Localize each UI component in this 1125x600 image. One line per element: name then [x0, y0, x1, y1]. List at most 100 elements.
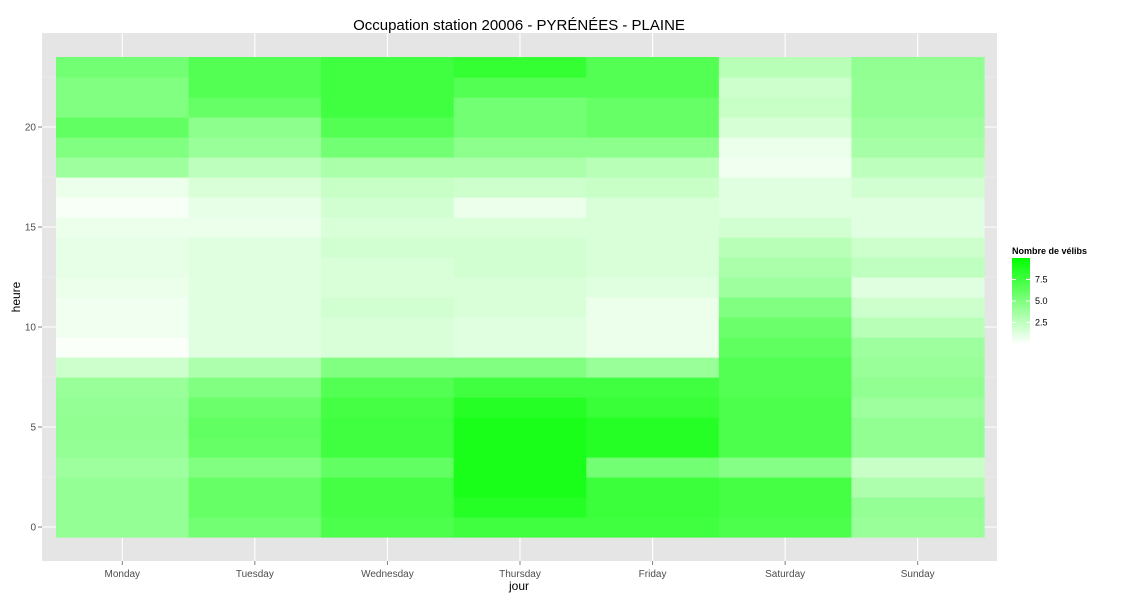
heatmap-cell [851, 377, 985, 398]
heatmap-cell [188, 417, 322, 438]
heatmap-cell [453, 417, 587, 438]
heatmap-cell [718, 357, 853, 378]
heatmap-cell [586, 177, 720, 198]
heatmap-cell [56, 377, 190, 398]
heatmap-cell [56, 477, 190, 498]
heatmap-cell [188, 217, 322, 238]
heatmap-cell [188, 377, 322, 398]
heatmap-cell [453, 57, 587, 78]
heatmap-cell [321, 297, 455, 318]
heatmap-cell [586, 377, 720, 398]
heatmap-cell [851, 57, 985, 78]
heatmap-cell [188, 437, 322, 458]
heatmap-cell [56, 117, 190, 138]
chart-title: Occupation station 20006 - PYRÉNÉES - PL… [353, 17, 685, 34]
y-tick-label: 20 [25, 123, 37, 134]
heatmap-cell [321, 517, 455, 538]
legend-title: Nombre de vélibs [1012, 246, 1087, 256]
heatmap-cell [718, 457, 853, 478]
heatmap-cell [851, 497, 985, 518]
heatmap-cell [718, 97, 853, 118]
heatmap-cell [56, 517, 190, 538]
heatmap-cell [586, 497, 720, 518]
heatmap-cell [453, 117, 587, 138]
heatmap-cell [188, 137, 322, 158]
heatmap-cell [851, 357, 985, 378]
heatmap-cell [453, 377, 587, 398]
heatmap-cell [56, 437, 190, 458]
x-axis-title: jour [508, 579, 529, 593]
heatmap-cell [321, 317, 455, 338]
heatmap-cell [453, 77, 587, 98]
heatmap-cell [321, 457, 455, 478]
heatmap-cell [718, 197, 853, 218]
heatmap-cell [453, 517, 587, 538]
heatmap-cell [718, 57, 853, 78]
heatmap-cell [586, 257, 720, 278]
heatmap-cell [56, 417, 190, 438]
legend-tick-label: 2.5 [1035, 318, 1048, 328]
heatmap-cell [56, 277, 190, 298]
heatmap-cell [188, 257, 322, 278]
heatmap-cell [586, 277, 720, 298]
heatmap-cell [453, 497, 587, 518]
heatmap-cell [321, 137, 455, 158]
heatmap-cell [851, 257, 985, 278]
heatmap-cell [453, 437, 587, 458]
heatmap-cell [851, 337, 985, 358]
x-tick-label: Thursday [499, 569, 541, 580]
heatmap-cell [188, 497, 322, 518]
heatmap-cell [851, 457, 985, 478]
y-tick-label: 15 [25, 223, 37, 234]
heatmap-cell [586, 117, 720, 138]
x-tick-label: Friday [639, 569, 667, 580]
heatmap-cell [718, 477, 853, 498]
legend: Nombre de vélibs 2.5 5.0 7.5 [1012, 246, 1087, 344]
heatmap-cell [188, 57, 322, 78]
heatmap-cell [453, 357, 587, 378]
heatmap-cell [718, 397, 853, 418]
heatmap-cell [851, 477, 985, 498]
heatmap-cell [321, 257, 455, 278]
heatmap-cell [56, 337, 190, 358]
heatmap-cell [453, 237, 587, 258]
heatmap-cell [453, 177, 587, 198]
heatmap-cell [586, 237, 720, 258]
heatmap-cell [321, 337, 455, 358]
heatmap-cell [851, 317, 985, 338]
heatmap-cell [718, 237, 853, 258]
heatmap-cell [851, 117, 985, 138]
y-tick-label: 0 [30, 523, 36, 534]
heatmap-cell [586, 157, 720, 178]
heatmap-cell [851, 197, 985, 218]
heatmap-cell [586, 97, 720, 118]
heatmap-cell [188, 77, 322, 98]
heatmap-cell [56, 197, 190, 218]
heatmap-cell [188, 477, 322, 498]
heatmap-cell [586, 77, 720, 98]
x-tick-labels: Monday Tuesday Wednesday Thursday Friday Satu… [104, 561, 935, 580]
heatmap-cell [321, 57, 455, 78]
heatmap-cell [453, 257, 587, 278]
heatmap-cell [718, 177, 853, 198]
heatmap-cell [718, 517, 853, 538]
heatmap-cell [718, 377, 853, 398]
heatmap-cell [718, 77, 853, 98]
y-tick-label: 10 [25, 323, 37, 334]
heatmap-cell [453, 297, 587, 318]
heatmap-cell [321, 437, 455, 458]
heatmap-cell [586, 57, 720, 78]
heatmap-cell [586, 457, 720, 478]
x-tick-label: Sunday [901, 569, 935, 580]
legend-color-bar [1012, 258, 1030, 344]
y-tick-labels: 0 5 10 15 20 [25, 123, 42, 534]
legend-tick-label: 5.0 [1035, 296, 1048, 306]
heatmap-cell [718, 297, 853, 318]
heatmap-cell [718, 257, 853, 278]
heatmap-cells [56, 57, 985, 538]
heatmap-cell [586, 317, 720, 338]
heatmap-cell [56, 157, 190, 178]
heatmap-cell [718, 437, 853, 458]
heatmap-cell [56, 457, 190, 478]
heatmap-cell [453, 277, 587, 298]
